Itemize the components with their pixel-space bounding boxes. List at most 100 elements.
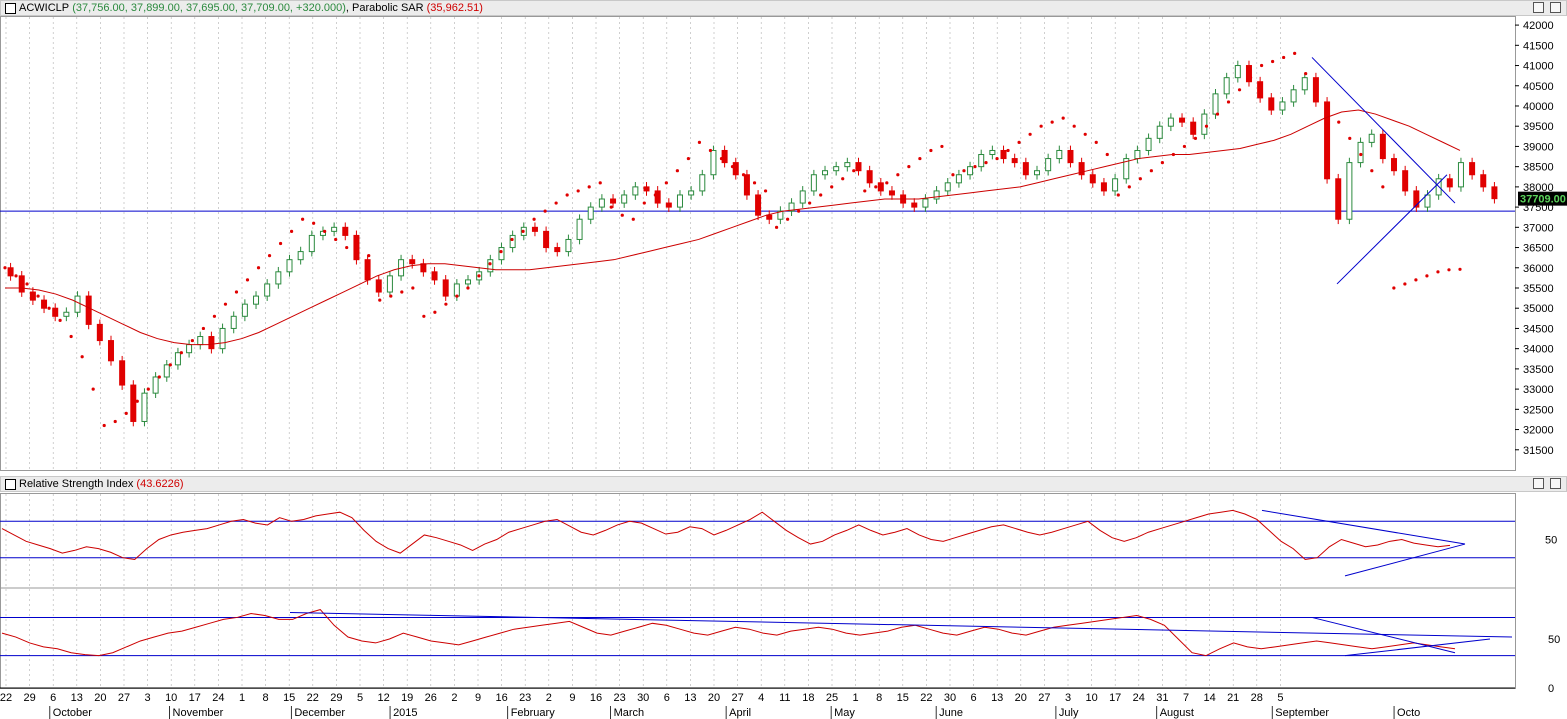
- day-tick-label: 6: [971, 692, 977, 704]
- sar-dot: [80, 355, 84, 359]
- candle-body: [755, 194, 762, 216]
- sar-dot: [1204, 124, 1209, 128]
- sar-dot: [741, 173, 746, 177]
- sar-dot: [69, 334, 73, 339]
- sar-dot: [664, 181, 668, 185]
- day-tick-label: 29: [23, 692, 35, 704]
- rsi-trendline-down: [1261, 509, 1466, 545]
- panel-menu-icon[interactable]: [5, 3, 16, 14]
- candle-body: [822, 170, 829, 176]
- candle-body: [1324, 101, 1331, 180]
- candle-body: [1335, 178, 1342, 220]
- month-tick-label: May: [834, 707, 855, 719]
- sar-dot: [852, 169, 856, 173]
- ohlc-values: (37,756.00, 37,899.00, 37,695.00, 37,709…: [72, 2, 346, 14]
- day-tick-label: 15: [897, 692, 909, 704]
- sar-dot: [609, 205, 613, 209]
- sar-dot: [565, 193, 569, 197]
- sar-dot: [47, 306, 51, 310]
- day-tick-label: 22: [920, 692, 932, 704]
- day-tick-label: 27: [1038, 692, 1050, 704]
- candle-body: [1201, 113, 1208, 135]
- day-tick-label: 10: [165, 692, 177, 704]
- month-tick-label: April: [729, 707, 751, 719]
- sar-dot: [786, 217, 790, 221]
- candle-body: [531, 226, 538, 232]
- sar-dot: [1458, 267, 1462, 271]
- sar-dot: [830, 185, 834, 189]
- sar-dot: [179, 351, 183, 355]
- day-tick-label: 27: [731, 692, 743, 704]
- candle-body: [1379, 133, 1386, 160]
- sar-dot: [774, 225, 779, 229]
- sar-dot: [301, 217, 305, 221]
- candle-body: [487, 259, 494, 273]
- sar-dot: [488, 262, 492, 266]
- day-tick-label: 8: [876, 692, 882, 704]
- sar-dot: [14, 274, 18, 278]
- month-tick-label: 2015: [393, 707, 417, 719]
- day-tick-label: 14: [1203, 692, 1215, 704]
- day-tick-label: 11: [779, 692, 790, 704]
- month-tick-label: December: [294, 707, 345, 719]
- sar-dot: [1050, 120, 1054, 124]
- rsi-line: [1, 509, 1451, 561]
- sar-dot: [1226, 100, 1231, 104]
- day-tick-label: 16: [590, 692, 602, 704]
- sar-dot: [929, 148, 933, 153]
- restore-icon[interactable]: [1533, 2, 1544, 13]
- sar-dot: [819, 193, 823, 197]
- candle-body: [119, 360, 126, 386]
- candle-body: [587, 206, 594, 220]
- candle-body: [7, 267, 14, 277]
- candle-body: [29, 291, 36, 301]
- sar-dot: [102, 423, 106, 428]
- price-y-tick-label: 39500: [1523, 121, 1554, 133]
- candle-body: [598, 198, 605, 208]
- candle-body: [1067, 149, 1074, 164]
- month-tick-label: July: [1059, 707, 1079, 719]
- price-y-tick-label: 41000: [1523, 61, 1554, 73]
- candle-body: [699, 174, 706, 192]
- sar-dot: [1425, 274, 1429, 278]
- sar-dot: [356, 249, 360, 254]
- candle-body: [989, 149, 996, 156]
- sar-dot: [631, 217, 635, 221]
- price-y-tick-label: 31500: [1523, 445, 1554, 457]
- sar-dot: [345, 245, 349, 250]
- candle-body: [63, 311, 70, 317]
- sar-dot: [466, 286, 470, 290]
- rsi-value: (43.6226): [136, 478, 184, 490]
- sar-dot: [223, 302, 228, 306]
- candle-body: [955, 174, 962, 184]
- sar-dot: [278, 241, 283, 246]
- candle-body: [498, 247, 505, 261]
- panel-menu-icon[interactable]: [5, 479, 16, 490]
- candle-body: [665, 202, 672, 208]
- sar-dot: [1006, 148, 1010, 153]
- sar-dot: [1138, 177, 1142, 181]
- sar-dot: [499, 249, 503, 254]
- sar-dot: [1039, 124, 1043, 128]
- candle-body: [565, 238, 572, 253]
- sar-dot: [708, 148, 713, 153]
- sar-dot: [1017, 140, 1021, 144]
- candle-body: [386, 275, 393, 293]
- rsi-panel-header: Relative Strength Index (43.6226): [0, 476, 1567, 492]
- close-icon[interactable]: [1550, 478, 1561, 489]
- candle-body: [197, 336, 204, 346]
- day-tick-label: 28: [1251, 692, 1263, 704]
- sar-dot: [1359, 152, 1363, 157]
- day-tick-label: 31: [1156, 692, 1168, 704]
- sar-dot: [190, 338, 194, 343]
- close-icon[interactable]: [1550, 2, 1561, 13]
- candle-body: [1480, 174, 1487, 188]
- sar-dot: [422, 314, 426, 318]
- sar-dot: [995, 156, 999, 161]
- candle-body: [52, 307, 59, 317]
- restore-icon[interactable]: [1533, 478, 1544, 489]
- candle-body: [543, 230, 550, 249]
- day-tick-label: 19: [401, 692, 413, 704]
- sar-dot: [576, 189, 580, 193]
- day-tick-label: 9: [569, 692, 575, 704]
